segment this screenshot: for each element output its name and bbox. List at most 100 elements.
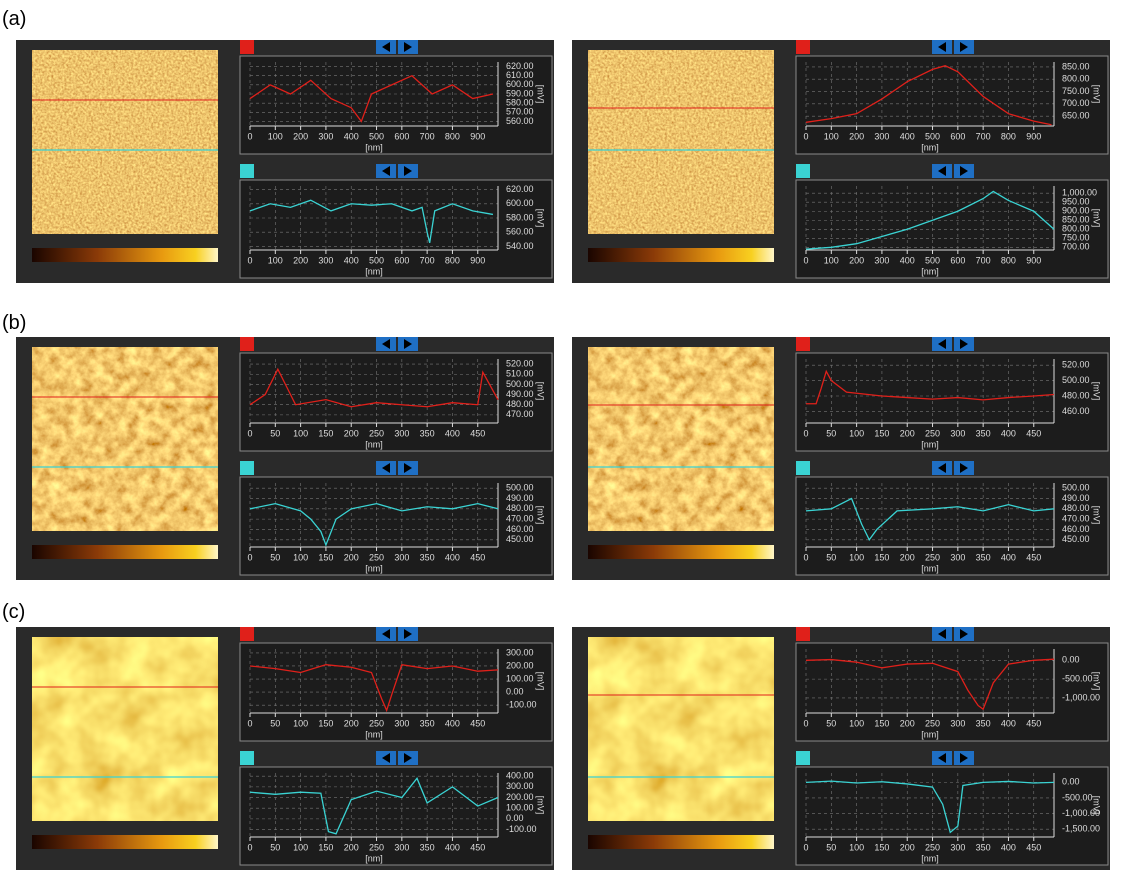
y-tick-label: 490.00 (1062, 493, 1090, 503)
x-tick-label: 150 (874, 552, 889, 562)
x-tick-label: 100 (849, 718, 864, 728)
x-tick-label: 200 (344, 428, 359, 438)
x-tick-label: 400 (1001, 718, 1016, 728)
y-tick-label: 470.00 (1062, 514, 1090, 524)
x-tick-label: 150 (874, 842, 889, 852)
x-tick-label: 900 (1026, 255, 1041, 265)
x-unit: [nm] (365, 729, 383, 739)
x-tick-label: 50 (826, 842, 836, 852)
y-tick-label: 850.00 (1062, 215, 1090, 225)
y-tick-label: 500.00 (1062, 375, 1090, 385)
x-tick-label: 200 (293, 255, 308, 265)
x-tick-label: 450 (1026, 842, 1041, 852)
y-tick-label: 520.00 (1062, 360, 1090, 370)
y-tick-label: 490.00 (506, 493, 534, 503)
x-tick-label: 100 (824, 255, 839, 265)
x-tick-label: 100 (849, 428, 864, 438)
color-bar (588, 248, 774, 262)
y-tick-label: -1,500.00 (1062, 824, 1100, 834)
x-tick-label: 400 (344, 131, 359, 141)
x-tick-label: 600 (394, 255, 409, 265)
y-unit: [mV] (1092, 85, 1102, 104)
y-tick-label: 450.00 (1062, 534, 1090, 544)
afm-image (588, 347, 774, 531)
x-tick-label: 350 (976, 842, 991, 852)
x-tick-label: 0 (803, 552, 808, 562)
y-tick-label: 200.00 (506, 792, 534, 802)
y-tick-label: 400.00 (506, 771, 534, 781)
y-tick-label: 480.00 (506, 503, 534, 513)
x-tick-label: 0 (803, 255, 808, 265)
x-tick-label: 50 (826, 718, 836, 728)
y-tick-label: 300.00 (506, 647, 534, 657)
x-tick-label: 250 (925, 552, 940, 562)
x-tick-label: 400 (900, 131, 915, 141)
x-unit: [nm] (921, 729, 939, 739)
y-tick-label: 100.00 (506, 803, 534, 813)
x-tick-label: 450 (1026, 552, 1041, 562)
x-tick-label: 800 (1001, 131, 1016, 141)
channel-swatch (240, 337, 254, 351)
x-unit: [nm] (365, 266, 383, 276)
y-tick-label: 460.00 (506, 524, 534, 534)
y-tick-label: 480.00 (1062, 390, 1090, 400)
x-tick-label: 0 (247, 552, 252, 562)
x-tick-label: 500 (925, 255, 940, 265)
afm-image (32, 347, 218, 531)
y-tick-label: 850.00 (1062, 61, 1090, 71)
x-tick-label: 900 (1026, 131, 1041, 141)
x-tick-label: 350 (420, 552, 435, 562)
y-unit: [mV] (536, 672, 546, 691)
x-tick-label: 800 (445, 131, 460, 141)
color-bar (588, 835, 774, 849)
channel-swatch (240, 751, 254, 765)
channel-swatch (796, 627, 810, 641)
x-tick-label: 400 (1001, 842, 1016, 852)
y-unit: [mV] (1092, 506, 1102, 525)
x-tick-label: 150 (874, 428, 889, 438)
channel-swatch (796, 461, 810, 475)
x-tick-label: 250 (925, 428, 940, 438)
y-tick-label: 650.00 (1062, 111, 1090, 121)
row-label: (c) (2, 601, 25, 623)
y-tick-label: 480.00 (1062, 503, 1090, 513)
channel-swatch (796, 751, 810, 765)
afm-image (32, 637, 218, 821)
x-unit: [nm] (921, 853, 939, 863)
x-tick-label: 400 (1001, 428, 1016, 438)
x-unit: [nm] (921, 142, 939, 152)
x-tick-label: 0 (803, 842, 808, 852)
y-tick-label: 500.00 (506, 379, 534, 389)
x-tick-label: 50 (270, 552, 280, 562)
y-tick-label: 470.00 (506, 409, 534, 419)
x-tick-label: 450 (1026, 428, 1041, 438)
y-unit: [mV] (536, 796, 546, 815)
color-bar (588, 545, 774, 559)
x-tick-label: 200 (849, 131, 864, 141)
y-tick-label: 200.00 (506, 660, 534, 670)
x-tick-label: 500 (369, 255, 384, 265)
y-tick-label: 610.00 (506, 70, 534, 80)
x-tick-label: 600 (394, 131, 409, 141)
y-tick-label: 560.00 (506, 116, 534, 126)
y-unit: [mV] (1092, 382, 1102, 401)
x-tick-label: 300 (394, 428, 409, 438)
x-tick-label: 250 (369, 428, 384, 438)
x-unit: [nm] (921, 563, 939, 573)
panel: 650.00700.00750.00800.00850.000100200300… (572, 40, 1110, 283)
x-tick-label: 250 (925, 842, 940, 852)
x-tick-label: 50 (270, 718, 280, 728)
x-tick-label: 200 (900, 428, 915, 438)
color-bar (32, 545, 218, 559)
figure: (a)560.00570.00580.00590.00600.00610.006… (0, 0, 1124, 870)
x-tick-label: 200 (344, 718, 359, 728)
x-unit: [nm] (921, 266, 939, 276)
x-tick-label: 300 (950, 428, 965, 438)
channel-swatch (796, 164, 810, 178)
x-tick-label: 200 (900, 842, 915, 852)
x-tick-label: 600 (950, 255, 965, 265)
x-tick-label: 500 (369, 131, 384, 141)
afm-image (588, 50, 774, 234)
x-tick-label: 500 (925, 131, 940, 141)
